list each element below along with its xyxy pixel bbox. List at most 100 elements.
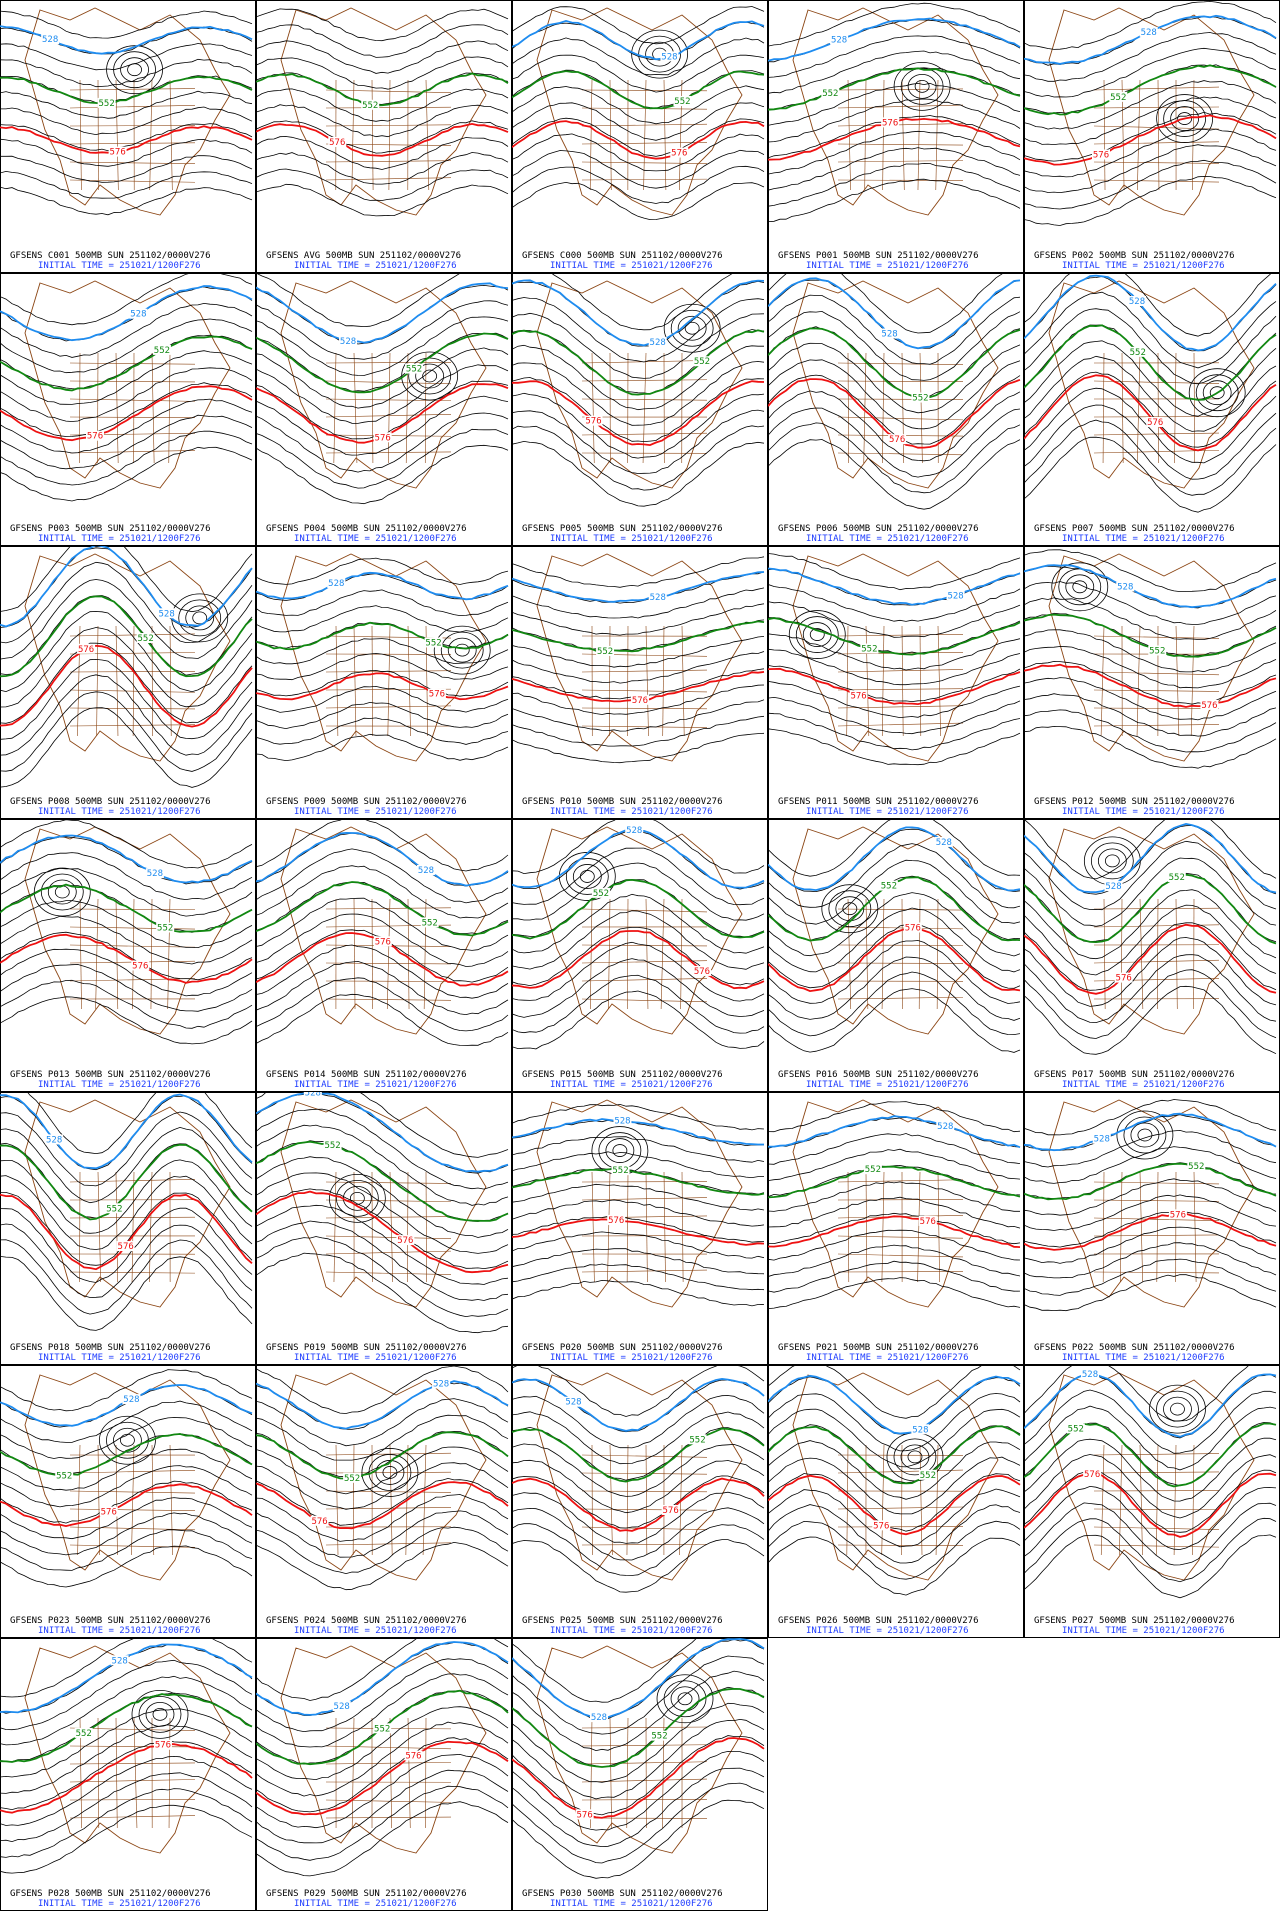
map-panel: 528 552 576 GFSENS C000 500MB SUN 251102/00… — [512, 0, 768, 273]
map-panel: 528 552 576 GFSENS P009 500MB SUN 251102/00… — [256, 546, 512, 819]
panel-title: GFSENS P019 500MB SUN 251102/0000V276 — [266, 1343, 466, 1353]
panel-border — [768, 0, 1024, 273]
low-contour — [565, 858, 609, 895]
contour-label: 576 — [1116, 974, 1132, 984]
low-contour — [138, 1695, 182, 1733]
contour-line — [0, 1448, 253, 1491]
state-border — [425, 79, 430, 191]
map-panel: 528 552 576 GFSENS P024 500MB SUN 251102/00… — [256, 1365, 512, 1638]
state-border — [97, 1444, 101, 1556]
height-contour — [512, 1118, 764, 1146]
contour-line — [768, 1260, 1021, 1293]
contour-label-bg — [1092, 149, 1111, 160]
low-contour — [106, 45, 163, 95]
map-panel: 528 552 576 GFSENS P014 500MB SUN 251102/00… — [256, 819, 512, 1092]
state-border — [609, 1717, 612, 1829]
state-border — [837, 88, 964, 91]
contour-label: 576 — [577, 1810, 593, 1820]
contour-line — [1024, 904, 1277, 976]
contour-line — [0, 273, 253, 326]
contour-line — [0, 382, 253, 437]
low-contour — [1177, 112, 1193, 125]
contour-line — [0, 1739, 253, 1811]
contour-line — [1024, 1258, 1277, 1296]
coastline — [792, 1372, 999, 1581]
state-border — [581, 89, 708, 92]
state-border — [1093, 671, 1220, 676]
state-border — [1093, 635, 1220, 639]
contour-line — [1024, 308, 1277, 385]
map-panel: 528 552 576 GFSENS P023 500MB SUN 251102/00… — [0, 1365, 256, 1638]
contour-label: 528 — [334, 1702, 350, 1712]
state-border — [1102, 352, 1105, 464]
map-panel: 528 552 576 GFSENS P006 500MB SUN 251102/00… — [768, 273, 1024, 546]
contour-line — [1024, 840, 1277, 911]
state-border — [325, 1542, 452, 1546]
contour-line — [0, 1659, 253, 1731]
state-border — [581, 379, 708, 382]
state-border — [325, 1235, 452, 1239]
low-contour — [1195, 374, 1239, 412]
contour-line — [1024, 291, 1277, 369]
contour-label: 528 — [831, 36, 847, 46]
state-border — [837, 688, 964, 691]
contour-line — [0, 302, 253, 358]
contour-label-bg — [830, 34, 849, 45]
height-contour — [512, 1638, 765, 1719]
contour-line — [0, 1529, 253, 1571]
contour-line — [0, 186, 253, 216]
state-border — [581, 1543, 708, 1546]
contour-label-bg — [849, 690, 868, 701]
contour-label-bg — [343, 1472, 362, 1483]
state-border — [69, 1508, 196, 1512]
low-contour — [1156, 1390, 1199, 1428]
contour-line — [256, 428, 509, 489]
contour-line — [512, 85, 765, 125]
contour-line — [0, 595, 253, 676]
contour-label-bg — [888, 434, 907, 445]
contour-line — [512, 587, 765, 619]
contour-line — [256, 589, 509, 617]
state-border — [837, 123, 964, 127]
contour-line — [512, 684, 765, 715]
contour-line — [1024, 646, 1277, 689]
contour-line — [256, 136, 509, 170]
contour-label-bg — [373, 1723, 392, 1734]
state-border — [371, 352, 374, 464]
contour-line — [1024, 922, 1277, 991]
contour-line — [256, 1365, 509, 1414]
contour-line — [1024, 889, 1277, 960]
state-border — [935, 1444, 939, 1556]
contour-line — [512, 910, 765, 970]
contour-line — [512, 927, 765, 987]
height-contour — [0, 644, 253, 728]
contour-line — [512, 990, 765, 1050]
contour-label: 552 — [593, 889, 609, 899]
state-border — [837, 926, 964, 930]
contour-line — [512, 133, 765, 172]
low-contour — [131, 1689, 189, 1739]
state-border — [325, 106, 452, 109]
contour-line — [512, 6, 765, 45]
low-contour — [145, 1701, 175, 1727]
state-border — [643, 79, 647, 191]
panel-border — [1024, 546, 1280, 819]
panel-border — [0, 0, 256, 273]
panel-title: GFSENS P004 500MB SUN 251102/0000V276 — [266, 524, 466, 534]
height-contour — [768, 826, 1021, 892]
contour-label: 552 — [694, 357, 710, 367]
state-border — [1119, 1444, 1123, 1556]
coastline — [792, 280, 999, 489]
contour-line — [768, 1473, 1021, 1532]
panel-title: GFSENS P013 500MB SUN 251102/0000V276 — [10, 1070, 210, 1080]
contour-label-bg — [152, 344, 171, 355]
contour-line — [0, 138, 253, 167]
contour-line — [1024, 985, 1277, 1055]
low-contour — [907, 73, 937, 99]
state-border — [325, 89, 452, 93]
low-contour — [106, 1421, 149, 1459]
low-contour — [907, 1450, 923, 1464]
contour-line — [1024, 273, 1272, 337]
contour-line — [256, 273, 509, 328]
contour-line — [256, 960, 509, 1016]
